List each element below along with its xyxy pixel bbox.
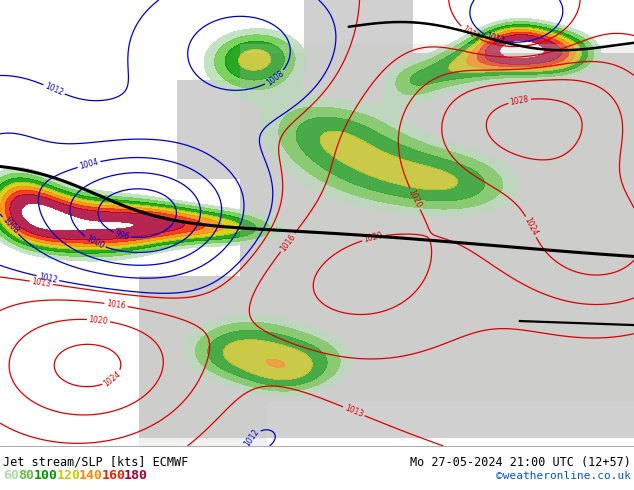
Text: 1013: 1013 [343,403,365,419]
Text: 1012: 1012 [37,272,58,285]
Text: 1016: 1016 [278,232,297,253]
Text: 160: 160 [101,469,126,483]
Text: 1020: 1020 [89,315,108,326]
Text: 1013: 1013 [31,277,51,289]
Text: 1004: 1004 [79,157,100,171]
Text: 1012: 1012 [485,32,506,47]
Text: 1020: 1020 [407,188,424,210]
Text: ©weatheronline.co.uk: ©weatheronline.co.uk [496,471,631,481]
Text: 1028: 1028 [509,95,530,107]
Text: 120: 120 [56,469,81,483]
Text: 60: 60 [3,469,19,483]
Text: 1012: 1012 [44,81,65,98]
Text: 1008: 1008 [1,216,20,236]
Text: 180: 180 [124,469,148,483]
Text: 100: 100 [34,469,58,483]
Text: Jet stream/SLP [kts] ECMWF: Jet stream/SLP [kts] ECMWF [3,456,188,469]
Text: 1008: 1008 [264,69,285,87]
Text: 1000: 1000 [84,234,106,251]
Text: 1013: 1013 [460,24,481,43]
Text: 1024: 1024 [522,216,540,238]
Text: 1012: 1012 [242,428,261,448]
Text: 80: 80 [18,469,35,483]
Text: 1024: 1024 [102,369,123,389]
Text: Mo 27-05-2024 21:00 UTC (12+57): Mo 27-05-2024 21:00 UTC (12+57) [410,456,631,469]
Text: 996: 996 [114,229,131,242]
Text: 1020: 1020 [363,231,384,245]
Text: 140: 140 [79,469,103,483]
Text: 1016: 1016 [106,299,126,311]
